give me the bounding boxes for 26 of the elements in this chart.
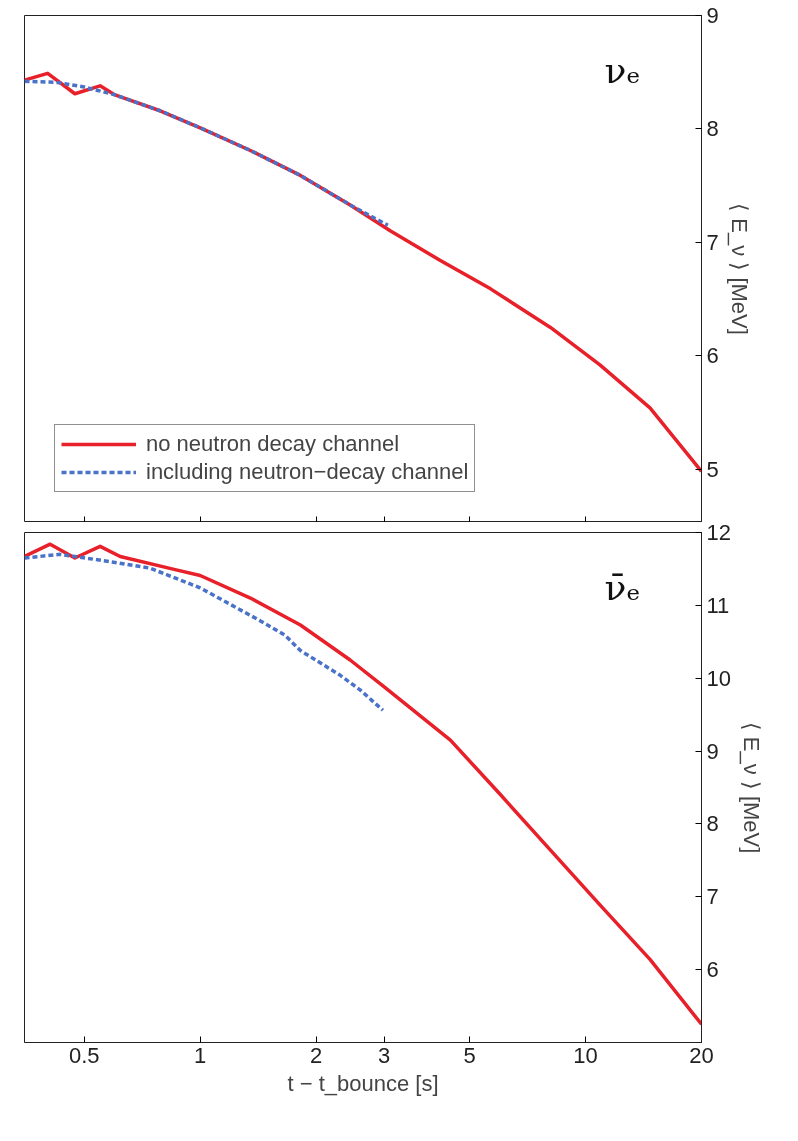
legend-label: no neutron decay channel bbox=[146, 431, 400, 457]
annotation: νₑ bbox=[604, 49, 641, 91]
x-tick-label: 10 bbox=[573, 1042, 598, 1068]
x-tick-label: 2 bbox=[310, 1042, 323, 1068]
y-axis-title: ⟨ E_ν ⟩ [MeV] bbox=[726, 203, 752, 335]
y-tick-label: 9 bbox=[706, 3, 719, 28]
y-tick-label: 10 bbox=[706, 665, 731, 691]
annotation: ν̄ₑ bbox=[604, 566, 641, 608]
y-axis-title: ⟨ E_ν ⟩ [MeV] bbox=[738, 721, 764, 854]
y-tick-label: 9 bbox=[706, 738, 719, 764]
x-axis-title: t − t_bounce [s] bbox=[287, 1070, 439, 1096]
x-tick-label: 3 bbox=[377, 1042, 391, 1068]
y-tick-label: 7 bbox=[706, 229, 719, 255]
y-tick-label: 6 bbox=[706, 957, 719, 983]
y-tick-label: 11 bbox=[706, 592, 730, 618]
legend-label: including neutron−decay channel bbox=[146, 459, 469, 485]
x-tick-label: 20 bbox=[689, 1042, 714, 1068]
y-tick-label: 5 bbox=[706, 456, 719, 482]
y-tick-label: 7 bbox=[706, 884, 719, 910]
x-tick-label: 0.5 bbox=[68, 1042, 100, 1068]
y-tick-label: 12 bbox=[706, 520, 731, 545]
y-tick-label: 6 bbox=[706, 343, 719, 369]
y-tick-label: 8 bbox=[706, 811, 719, 837]
x-tick-label: 1 bbox=[194, 1042, 207, 1068]
y-tick-label: 8 bbox=[706, 116, 719, 142]
x-tick-label: 5 bbox=[463, 1042, 476, 1068]
